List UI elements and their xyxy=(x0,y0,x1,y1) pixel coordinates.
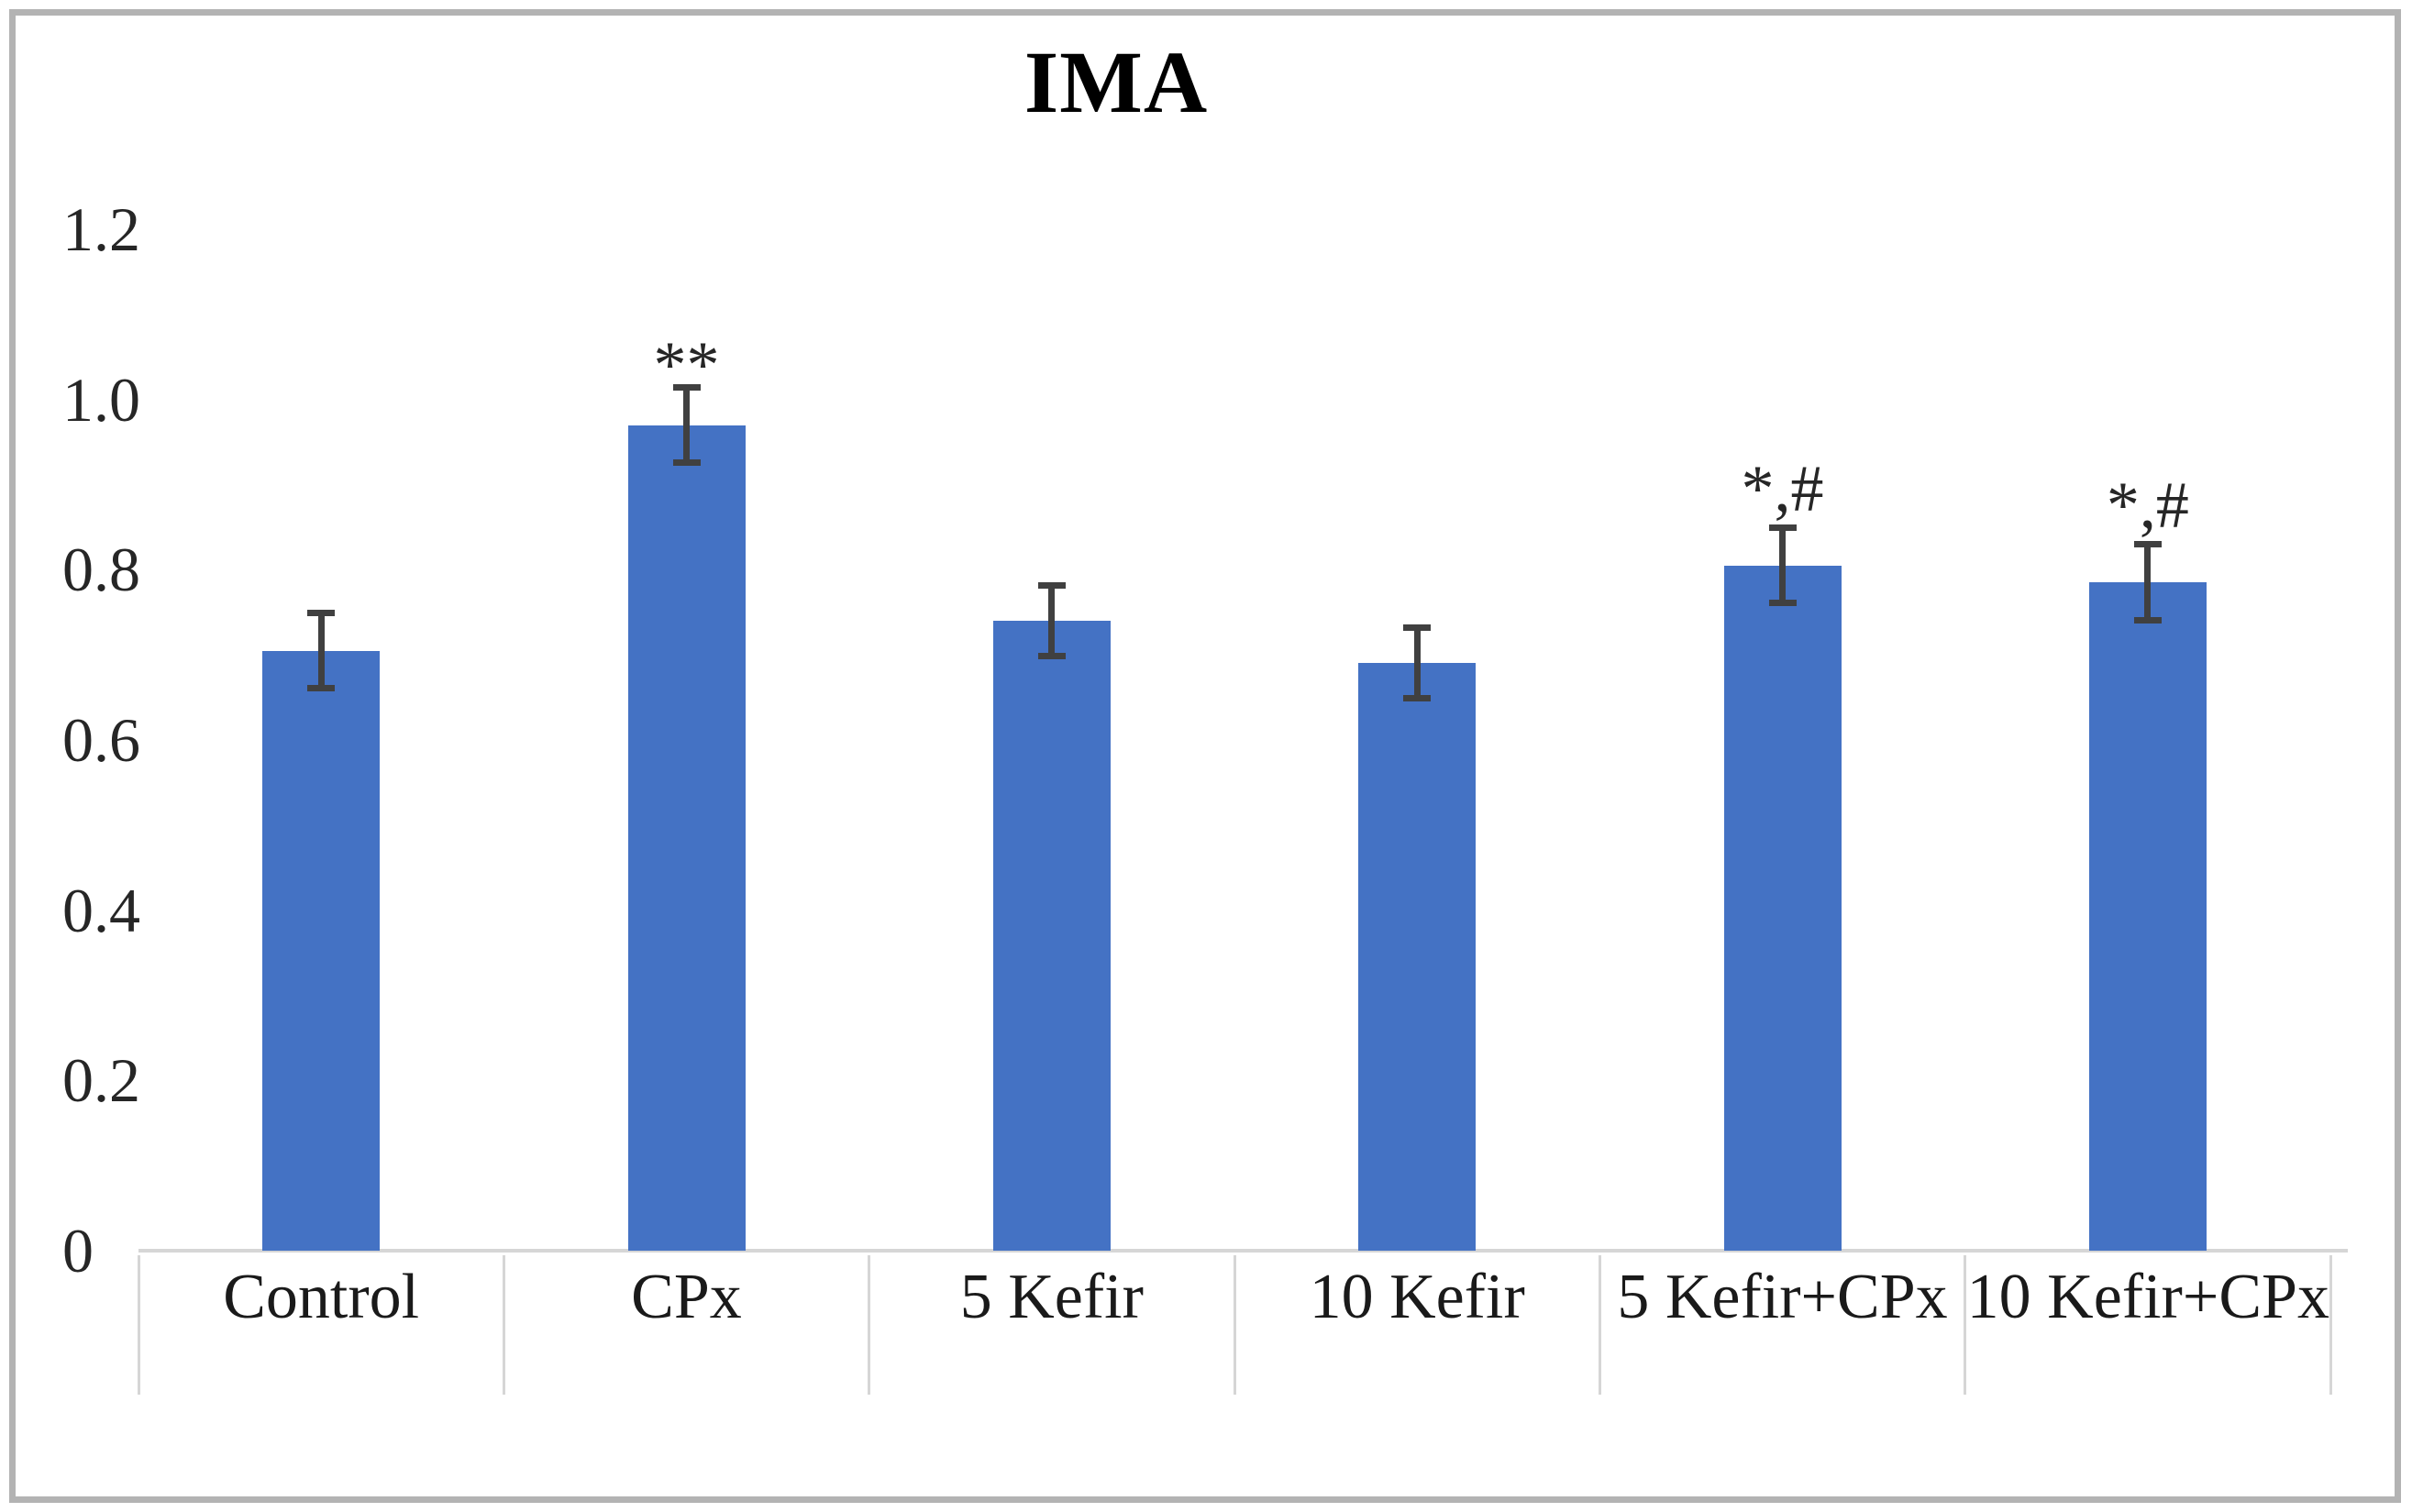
bar-control xyxy=(262,650,381,1251)
error-bar-top-cap-cpx xyxy=(672,383,701,391)
y-axis-tick-label: 1.2 xyxy=(62,194,140,264)
y-axis-tick-label: 1.0 xyxy=(62,364,140,435)
error-bar-bottom-cap-10-kefir-cpx xyxy=(2133,617,2162,624)
error-bar-bottom-cap-control xyxy=(307,685,336,692)
error-bar-top-cap-control xyxy=(307,609,336,616)
error-bar-bottom-cap-5-kefir-cpx xyxy=(1768,600,1797,607)
error-bar-top-cap-5-kefir-cpx xyxy=(1768,524,1797,531)
x-axis-category-label-5-kefir-cpx: 5 Kefir+CPx xyxy=(1617,1262,1948,1332)
error-bar-stem-5-kefir xyxy=(1048,585,1056,657)
significance-annotation-5-kefir-cpx: *,# xyxy=(1741,451,1824,525)
significance-annotation-cpx: ** xyxy=(653,327,720,402)
x-axis-category-label-cpx: CPx xyxy=(631,1262,742,1332)
x-axis-category-label-10-kefir: 10 Kefir xyxy=(1309,1262,1525,1332)
bar-10-kefir xyxy=(1358,663,1477,1251)
error-bar-bottom-cap-5-kefir xyxy=(1037,653,1066,660)
y-axis-tick-label: 0 xyxy=(62,1216,94,1286)
x-axis-category-label-control: Control xyxy=(223,1262,420,1332)
bar-cpx xyxy=(627,425,746,1251)
x-axis-category-label-10-kefir-cpx: 10 Kefir+CPx xyxy=(1966,1262,2329,1332)
category-divider-line xyxy=(2329,1255,2332,1395)
error-bar-stem-10-kefir-cpx xyxy=(2144,544,2152,622)
error-bar-bottom-cap-cpx xyxy=(672,459,701,467)
x-axis-category-label-5-kefir: 5 Kefir xyxy=(959,1262,1144,1332)
y-axis-tick-label: 0.8 xyxy=(62,535,140,605)
y-axis-tick-label: 0.2 xyxy=(62,1045,140,1116)
category-divider-line xyxy=(137,1255,140,1395)
error-bar-stem-5-kefir-cpx xyxy=(1779,526,1786,604)
bar-5-kefir xyxy=(992,621,1111,1251)
error-bar-top-cap-10-kefir xyxy=(1403,624,1432,632)
error-bar-stem-10-kefir xyxy=(1413,627,1421,700)
error-bar-top-cap-10-kefir-cpx xyxy=(2133,541,2162,548)
y-axis-tick-label: 0.6 xyxy=(62,705,140,775)
error-bar-bottom-cap-10-kefir xyxy=(1403,695,1432,702)
bar-5-kefir-cpx xyxy=(1723,565,1842,1251)
category-divider-line xyxy=(1964,1255,1967,1395)
category-divider-line xyxy=(502,1255,505,1395)
x-axis-line xyxy=(138,1249,2348,1253)
category-divider-line xyxy=(1598,1255,1601,1395)
bar-10-kefir-cpx xyxy=(2088,582,2207,1251)
category-divider-line xyxy=(1233,1255,1236,1395)
error-bar-top-cap-5-kefir xyxy=(1037,582,1066,590)
chart-title: IMA xyxy=(1023,33,1209,131)
category-divider-line xyxy=(868,1255,871,1395)
figure-border xyxy=(9,9,2401,1503)
error-bar-stem-control xyxy=(317,612,325,690)
y-axis-tick-label: 0.4 xyxy=(62,875,140,945)
significance-annotation-10-kefir-cpx: *,# xyxy=(2106,469,2189,543)
error-bar-stem-cpx xyxy=(683,386,690,464)
